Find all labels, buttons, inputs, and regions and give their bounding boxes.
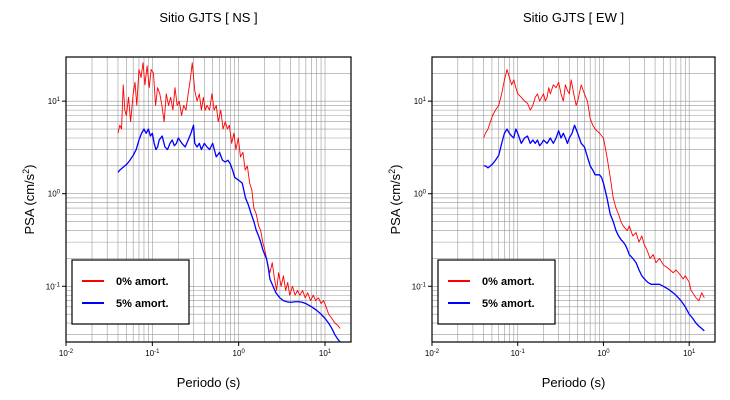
chart-panel-1: 10-2 10-1 100 101 10-1 100 101 Sitio GJTS [ NS … (21, 10, 352, 390)
legend: 0% amort. 5% amort. (437, 259, 556, 325)
legend-label-2: 5% amort. (482, 298, 535, 310)
series-line-1 (483, 69, 705, 302)
y-tick-label: 101 (48, 97, 61, 106)
y-tick-label: 101 (414, 97, 427, 106)
chart-title: Sitio GJTS [ EW ] (523, 10, 624, 25)
x-tick-label: 101 (683, 349, 696, 358)
x-tick-label: 101 (319, 349, 332, 358)
x-tick-label: 100 (233, 349, 246, 358)
x-tick-label: 100 (597, 349, 610, 358)
x-tick-label: 10-1 (511, 349, 526, 358)
x-tick-label: 10-1 (145, 349, 160, 358)
legend-label-1: 0% amort. (116, 276, 169, 288)
series-line-1 (117, 62, 341, 329)
legend: 0% amort. 5% amort. (71, 259, 190, 325)
legend-box (71, 259, 190, 325)
y-axis-label: PSA (cm/s2) (387, 164, 403, 234)
legend-box (437, 259, 556, 325)
y-tick-label: 100 (414, 190, 427, 199)
x-axis-label: Periodo (s) (177, 375, 241, 390)
y-tick-label: 100 (48, 190, 61, 199)
series-line-2 (483, 124, 705, 332)
legend-label-2: 5% amort. (116, 298, 169, 310)
plot-frame (431, 56, 716, 343)
x-tick-label: 10-2 (425, 349, 440, 358)
chart-panel-2: 10-2 10-1 100 101 10-1 100 101 Sitio GJTS [ EW … (387, 10, 716, 390)
y-tick-label: 10-1 (46, 282, 61, 291)
x-tick-label: 10-2 (59, 349, 74, 358)
y-tick-label: 10-1 (412, 282, 427, 291)
legend-label-1: 0% amort. (482, 276, 535, 288)
plot-frame (65, 56, 352, 343)
y-axis-label: PSA (cm/s2) (21, 164, 37, 234)
chart-title: Sitio GJTS [ NS ] (159, 10, 257, 25)
series-line-2 (117, 124, 341, 343)
x-axis-label: Periodo (s) (542, 375, 606, 390)
